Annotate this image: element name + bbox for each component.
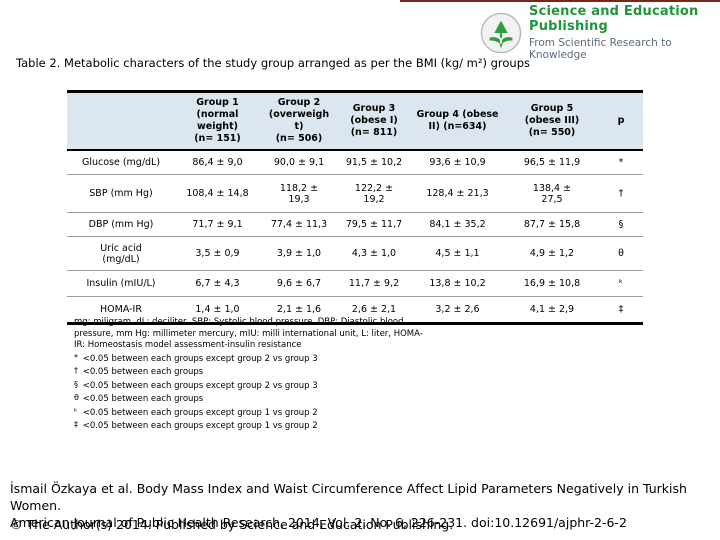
table-header: Group 1 (normal weight) (n= 151) Group 2 … bbox=[67, 91, 643, 151]
value-cell: 3,2 ± 2,6 bbox=[410, 296, 505, 324]
footnote-line: † <0.05 between each groups bbox=[74, 365, 426, 379]
value-cell: 87,7 ± 15,8 bbox=[505, 212, 599, 237]
footnote-text: <0.05 between each groups bbox=[80, 367, 204, 377]
value-cell: 84,1 ± 35,2 bbox=[410, 212, 505, 237]
p-value-symbol: § bbox=[599, 212, 643, 237]
footnote-symbol: ‡ bbox=[74, 420, 78, 429]
footnote-symbol: † bbox=[74, 366, 78, 375]
value-cell: 4,9 ± 1,2 bbox=[505, 236, 599, 271]
p-value-symbol: θ bbox=[599, 236, 643, 271]
footnote-symbol: * bbox=[74, 352, 78, 362]
p-value-symbol: † bbox=[599, 174, 643, 213]
table-row: DBP (mm Hg) 71,7 ± 9,1 77,4 ± 11,3 79,5 ± 1… bbox=[67, 212, 643, 237]
footnote-text: <0.05 between each groups except group 1… bbox=[80, 421, 318, 431]
publisher-tagline: From Scientific Research to Knowledge bbox=[529, 37, 672, 61]
publisher-tree-icon bbox=[480, 12, 522, 54]
value-cell: 9,6 ± 6,7 bbox=[260, 270, 338, 297]
copyright-text: © The Author(s) 2014. Published by Scien… bbox=[10, 517, 454, 532]
footnote-symbol: ᵏ bbox=[74, 406, 78, 416]
footnote-line: * <0.05 between each groups except group… bbox=[74, 352, 426, 366]
value-cell: 2,1 ± 1,6 bbox=[260, 296, 338, 324]
footnote-line: ‡ <0.05 between each groups except group… bbox=[74, 419, 426, 433]
row-label: Uric acid (mg/dL) bbox=[67, 236, 175, 271]
metabolic-table: Group 1 (normal weight) (n= 151) Group 2 … bbox=[67, 90, 643, 325]
value-cell: 4,5 ± 1,1 bbox=[410, 236, 505, 271]
p-value-symbol: ᵏ bbox=[599, 270, 643, 297]
footnote-line: θ <0.05 between each groups bbox=[74, 392, 426, 406]
table-row: Insulin (mIU/L) 6,7 ± 4,3 9,6 ± 6,7 11,7 ± … bbox=[67, 270, 643, 297]
value-cell: 96,5 ± 11,9 bbox=[523, 157, 581, 168]
value-cell: 77,4 ± 11,3 bbox=[260, 212, 338, 237]
value-cell: 91,5 ± 10,2 bbox=[345, 157, 403, 168]
column-header: Group 1 (normal weight) (n= 151) bbox=[175, 91, 260, 151]
row-label: DBP (mm Hg) bbox=[67, 212, 175, 237]
value-cell: 1,4 ± 1,0 bbox=[175, 296, 260, 324]
footnote-line: ᵏ <0.05 between each groups except group… bbox=[74, 406, 426, 420]
value-cell: 4,1 ± 2,9 bbox=[505, 296, 599, 324]
value-cell: 4,3 ± 1,0 bbox=[338, 236, 410, 271]
value-cell: 90,0 ± 9,1 bbox=[273, 157, 325, 168]
table-row: Uric acid (mg/dL) 3,5 ± 0,9 3,9 ± 1,0 4,3 ±… bbox=[67, 236, 643, 271]
value-cell: 128,4 ± 21,3 bbox=[410, 174, 505, 213]
publisher-logo: Science and Education Publishing From Sc… bbox=[480, 4, 720, 61]
value-cell: 118,2 ± 19,3 bbox=[260, 174, 338, 213]
footnote-text: <0.05 between each groups except group 1… bbox=[80, 407, 318, 418]
row-label: Insulin (mIU/L) bbox=[67, 270, 175, 297]
row-label-header bbox=[67, 91, 175, 151]
value-cell: 86,4 ± 9,0 bbox=[192, 157, 243, 168]
table-caption: Table 2. Metabolic characters of the stu… bbox=[16, 56, 530, 70]
footnote-text: <0.05 between each groups bbox=[80, 394, 204, 404]
footnote-line: § <0.05 between each groups except group… bbox=[74, 379, 426, 393]
value-cell: 122,2 ± 19,2 bbox=[338, 174, 410, 213]
column-header: p bbox=[599, 91, 643, 151]
footnote-symbol: § bbox=[74, 379, 78, 389]
row-label: Glucose (mg/dL) bbox=[81, 157, 161, 168]
footnote-text: <0.05 between each groups except group 2… bbox=[80, 353, 318, 364]
marker-notes: * <0.05 between each groups except group… bbox=[74, 352, 426, 433]
footnote-symbol: θ bbox=[74, 393, 79, 402]
value-cell: 16,9 ± 10,8 bbox=[505, 270, 599, 297]
citation-text: İsmail Özkaya et al. Body Mass Index and… bbox=[10, 481, 687, 530]
top-accent-bar bbox=[400, 0, 720, 2]
value-cell: 11,7 ± 9,2 bbox=[338, 270, 410, 297]
value-cell: 13,8 ± 10,2 bbox=[410, 270, 505, 297]
table-row: Glucose (mg/dL) 86,4 ± 9,0 90,0 ± 9,1 91,5 … bbox=[67, 150, 643, 175]
publisher-name-block: Science and Education Publishing From Sc… bbox=[529, 4, 720, 61]
row-label: HOMA-IR bbox=[67, 296, 175, 324]
table-body: Glucose (mg/dL) 86,4 ± 9,0 90,0 ± 9,1 91,5 … bbox=[67, 150, 643, 324]
p-value-symbol: * bbox=[618, 157, 624, 168]
value-cell: 93,6 ± 10,9 bbox=[429, 157, 486, 168]
table-footnotes: mg: miligram, dL: deciliter, SBP: Systol… bbox=[74, 317, 426, 433]
column-header: Group 4 (obese II) (n=634) bbox=[410, 91, 505, 151]
publisher-name: Science and Education Publishing bbox=[529, 4, 699, 34]
column-header: Group 2 (overweigh t) (n= 506) bbox=[260, 91, 338, 151]
table-row: SBP (mm Hg) 108,4 ± 14,8 118,2 ± 19,3 122,2… bbox=[67, 174, 643, 213]
value-cell: 3,9 ± 1,0 bbox=[260, 236, 338, 271]
column-header: Group 5 (obese III) (n= 550) bbox=[505, 91, 599, 151]
table-row: HOMA-IR 1,4 ± 1,0 2,1 ± 1,6 2,6 ± 2,1 3,2 ± … bbox=[67, 296, 643, 324]
value-cell: 3,5 ± 0,9 bbox=[175, 236, 260, 271]
abbreviations-note: mg: miligram, dL: deciliter, SBP: Systol… bbox=[74, 317, 423, 350]
value-cell: 2,6 ± 2,1 bbox=[338, 296, 410, 324]
value-cell: 6,7 ± 4,3 bbox=[175, 270, 260, 297]
value-cell: 108,4 ± 14,8 bbox=[175, 174, 260, 213]
column-header: Group 3 (obese I) (n= 811) bbox=[338, 91, 410, 151]
value-cell: 71,7 ± 9,1 bbox=[175, 212, 260, 237]
value-cell: 138,4 ± 27,5 bbox=[505, 174, 599, 213]
p-value-symbol: ‡ bbox=[599, 296, 643, 324]
row-label: SBP (mm Hg) bbox=[67, 174, 175, 213]
footnote-text: <0.05 between each groups except group 2… bbox=[80, 380, 318, 391]
value-cell: 79,5 ± 11,7 bbox=[338, 212, 410, 237]
